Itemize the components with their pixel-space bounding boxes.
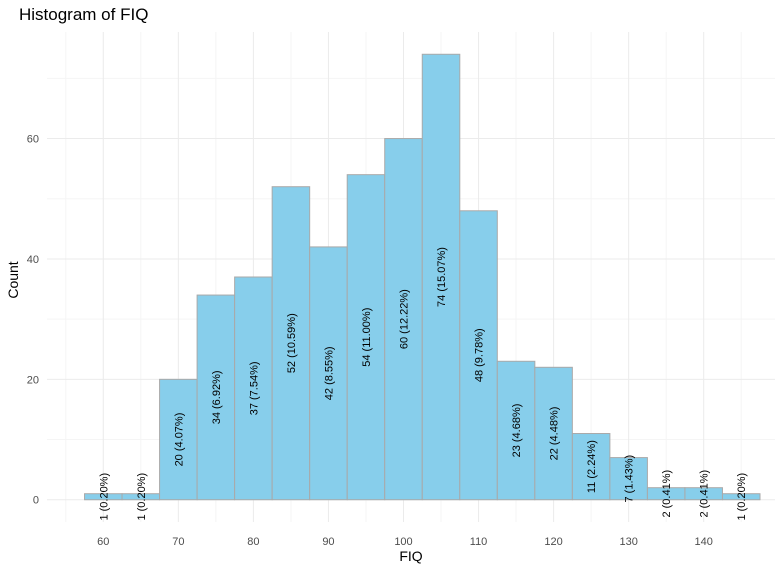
x-tick-label: 140 [695, 536, 713, 548]
bar-data-label: 1 (0.20%) [136, 473, 148, 521]
x-axis-title: FIQ [399, 548, 422, 564]
x-tick-label: 80 [247, 536, 259, 548]
x-tick-label: 90 [322, 536, 334, 548]
x-tick-label: 70 [172, 536, 184, 548]
bar-data-label: 20 (4.07%) [173, 413, 185, 467]
bar-labels: 1 (0.20%) 1 (0.20%) 20 (4.07%) 34 (6.92%) 37… [98, 247, 748, 521]
histogram-bar [496, 360, 536, 501]
y-tick-label: 20 [27, 374, 39, 386]
bar-data-label: 48 (9.78%) [474, 328, 486, 382]
histogram-bar [309, 246, 348, 501]
y-tick-label: 40 [27, 254, 39, 266]
bar-data-label: 11 (2.24%) [586, 440, 598, 493]
bar-data-label: 34 (6.92%) [211, 370, 223, 424]
bar-data-label: 22 (4.48%) [549, 407, 561, 461]
histogram-bar [196, 294, 236, 501]
histogram-bar [234, 276, 273, 501]
y-tick-label: 60 [27, 134, 39, 146]
bar-data-label: 54 (11.00%) [361, 308, 373, 367]
bar-data-label: 1 (0.20%) [98, 473, 110, 521]
histogram-bar [346, 174, 386, 501]
x-tick-label: 110 [470, 536, 488, 548]
bar-data-label: 1 (0.20%) [736, 473, 748, 521]
histogram-bar [534, 366, 573, 501]
histogram-bar [721, 493, 761, 501]
x-tick-label: 100 [394, 536, 412, 548]
histogram-bar [384, 138, 423, 501]
x-tick-label: 120 [544, 536, 562, 548]
histogram-bar [571, 433, 611, 501]
bar-data-label: 23 (4.68%) [511, 404, 523, 458]
chart-title: Histogram of FIQ [19, 5, 148, 24]
bar-data-label: 74 (15.07%) [436, 247, 448, 307]
bar-data-label: 42 (8.55%) [323, 346, 335, 400]
histogram-bar [159, 378, 198, 501]
bar-data-label: 2 (0.41%) [661, 470, 673, 518]
x-tick-label: 130 [619, 536, 637, 548]
x-tick-label: 60 [97, 536, 109, 548]
bar-data-label: 7 (1.43%) [624, 455, 636, 503]
y-axis-ticks: 0 20 40 60 [27, 134, 39, 507]
y-tick-label: 0 [33, 495, 39, 507]
y-axis-title: Count [5, 261, 21, 298]
bar-data-label: 37 (7.54%) [248, 361, 260, 415]
bar-data-label: 52 (10.59%) [286, 313, 298, 373]
x-axis-ticks: 60 70 80 90 100 110 120 130 140 [97, 536, 713, 548]
bars [84, 53, 761, 501]
bar-data-label: 60 (12.22%) [398, 289, 410, 349]
histogram-bar [609, 457, 648, 501]
histogram-bar [459, 210, 498, 501]
bar-data-label: 2 (0.41%) [699, 470, 711, 518]
